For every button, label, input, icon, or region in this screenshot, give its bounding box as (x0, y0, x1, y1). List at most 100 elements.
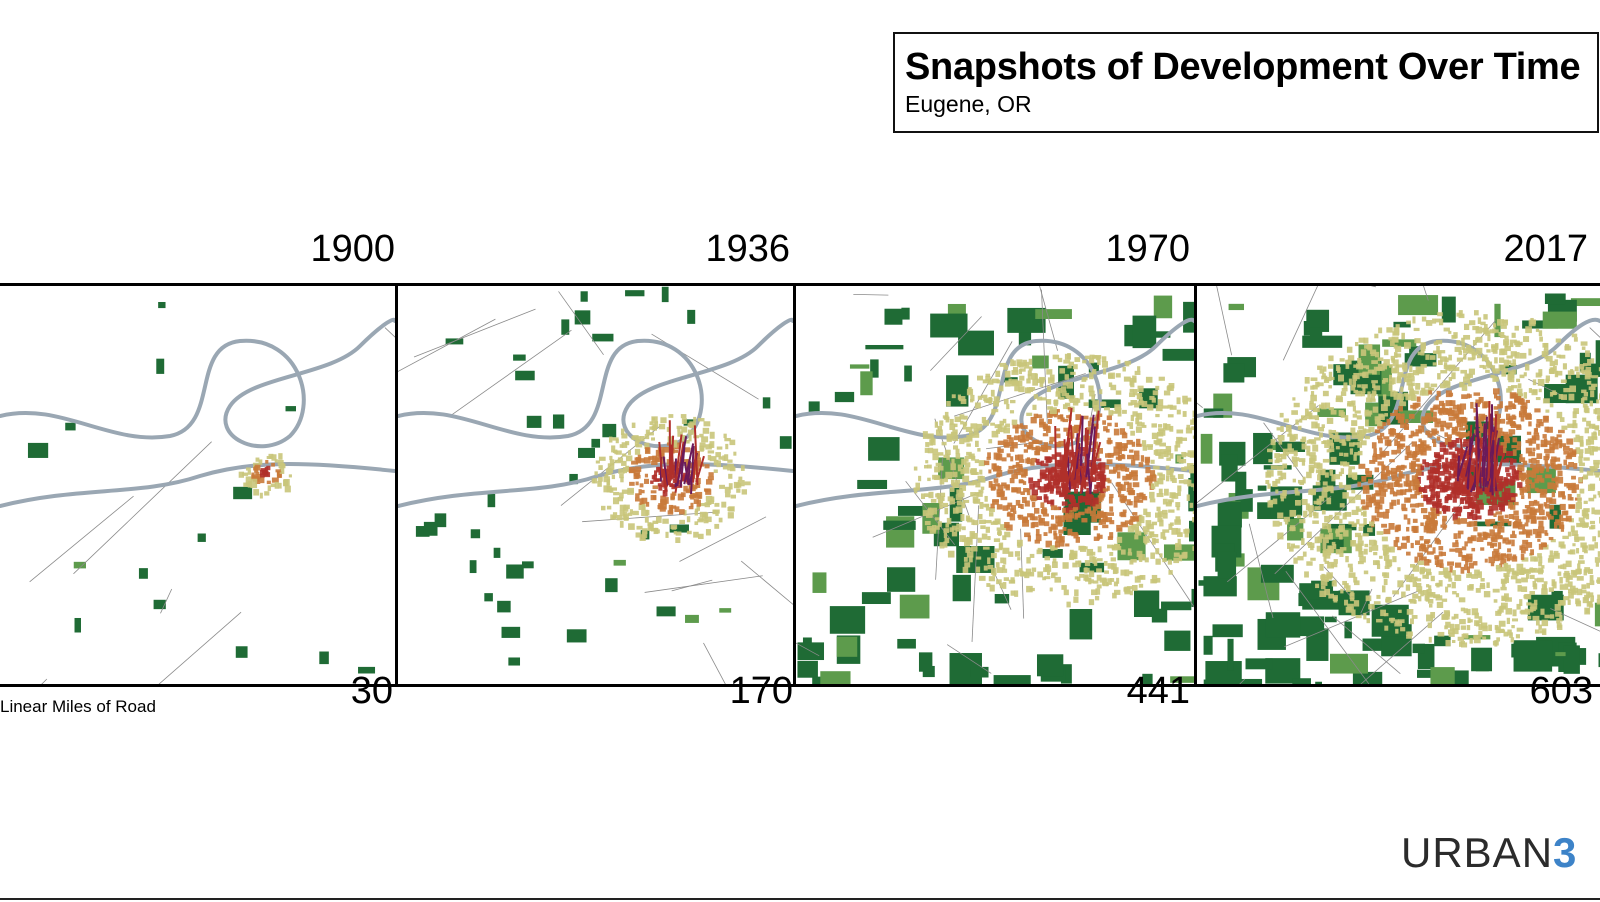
development-parcel (1055, 486, 1062, 493)
development-parcel (1279, 412, 1284, 418)
development-parcel (1453, 506, 1459, 510)
development-parcel (1552, 581, 1557, 589)
development-parcel (1327, 439, 1333, 446)
development-parcel (1439, 420, 1447, 428)
development-parcel (705, 444, 712, 450)
development-parcel (1267, 500, 1273, 508)
development-parcel (1546, 426, 1553, 433)
development-parcel (987, 536, 991, 541)
development-parcel (1505, 467, 1510, 473)
development-parcel (1022, 359, 1027, 367)
development-parcel (1543, 342, 1549, 350)
development-parcel (1339, 550, 1344, 557)
development-parcel (1437, 456, 1442, 462)
development-parcel (1192, 410, 1194, 418)
development-parcel (1447, 583, 1451, 588)
development-parcel (1176, 397, 1181, 405)
road-line (954, 373, 1086, 417)
development-parcel (1554, 359, 1558, 366)
development-parcel (1088, 599, 1095, 606)
farmland-patch (958, 330, 994, 356)
development-parcel (1159, 474, 1166, 481)
development-parcel (978, 489, 984, 494)
development-parcel (1127, 525, 1135, 533)
development-parcel (1449, 548, 1456, 552)
development-parcel (1458, 551, 1463, 557)
development-parcel (1077, 560, 1082, 568)
development-parcel (1108, 410, 1114, 416)
development-parcel (1029, 483, 1035, 490)
road-line (1041, 289, 1048, 424)
development-parcel (985, 373, 991, 378)
development-parcel (1130, 470, 1138, 477)
development-parcel (1374, 333, 1379, 339)
development-parcel (1460, 518, 1468, 524)
development-parcel (254, 466, 259, 473)
development-parcel (1459, 479, 1463, 484)
development-parcel (1547, 482, 1555, 489)
development-parcel (1501, 567, 1508, 572)
development-parcel (1560, 544, 1566, 549)
development-parcel (1423, 514, 1428, 520)
development-parcel (1339, 452, 1344, 457)
development-parcel (1569, 448, 1573, 455)
development-parcel (709, 431, 715, 439)
development-parcel (677, 493, 684, 501)
development-parcel (1068, 503, 1073, 511)
development-parcel (250, 478, 258, 482)
development-parcel (1180, 458, 1187, 464)
development-parcel (1410, 404, 1417, 409)
development-parcel (1471, 458, 1476, 465)
development-parcel (1563, 387, 1571, 393)
development-parcel (1278, 522, 1283, 526)
development-parcel (1330, 442, 1335, 449)
development-parcel (705, 529, 711, 536)
development-parcel (1428, 603, 1433, 608)
development-parcel (984, 495, 988, 502)
development-parcel (1075, 475, 1082, 481)
development-parcel (1546, 465, 1550, 472)
development-parcel (1440, 424, 1444, 429)
development-parcel (1103, 426, 1108, 432)
development-parcel (1093, 580, 1099, 584)
development-parcel (1374, 506, 1380, 514)
development-parcel (1529, 510, 1536, 515)
road-line (853, 293, 889, 296)
development-parcel (990, 552, 997, 559)
development-parcel (274, 459, 278, 463)
development-parcel (1335, 397, 1341, 403)
development-parcel (1410, 430, 1415, 437)
development-parcel (1371, 545, 1379, 551)
development-parcel (1144, 557, 1149, 563)
development-parcel (1147, 445, 1153, 450)
development-parcel (1046, 386, 1052, 393)
development-parcel (1444, 475, 1448, 480)
development-parcel (1121, 432, 1128, 439)
farmland-patch (319, 651, 329, 665)
development-parcel (1463, 334, 1471, 340)
value-spike (679, 447, 686, 487)
development-parcel (1081, 518, 1088, 523)
development-parcel (944, 537, 950, 544)
development-parcel (1085, 441, 1093, 446)
development-parcel (1046, 500, 1054, 505)
development-parcel (1473, 392, 1481, 396)
development-parcel (733, 481, 740, 489)
development-parcel (1393, 352, 1398, 358)
development-parcel (1425, 444, 1430, 449)
development-parcel (1435, 318, 1440, 323)
development-parcel (949, 498, 956, 505)
development-parcel (1427, 598, 1434, 604)
development-parcel (1044, 521, 1050, 527)
development-parcel (1581, 346, 1586, 350)
development-parcel (644, 447, 651, 454)
development-parcel (1189, 465, 1194, 473)
development-parcel (1379, 555, 1383, 559)
development-parcel (1287, 443, 1292, 451)
map-panel-2017 (1197, 286, 1600, 684)
development-parcel (1423, 444, 1427, 451)
development-parcel (1411, 508, 1416, 513)
development-parcel (1045, 564, 1050, 569)
development-parcel (1189, 452, 1194, 458)
development-parcel (1156, 493, 1164, 498)
